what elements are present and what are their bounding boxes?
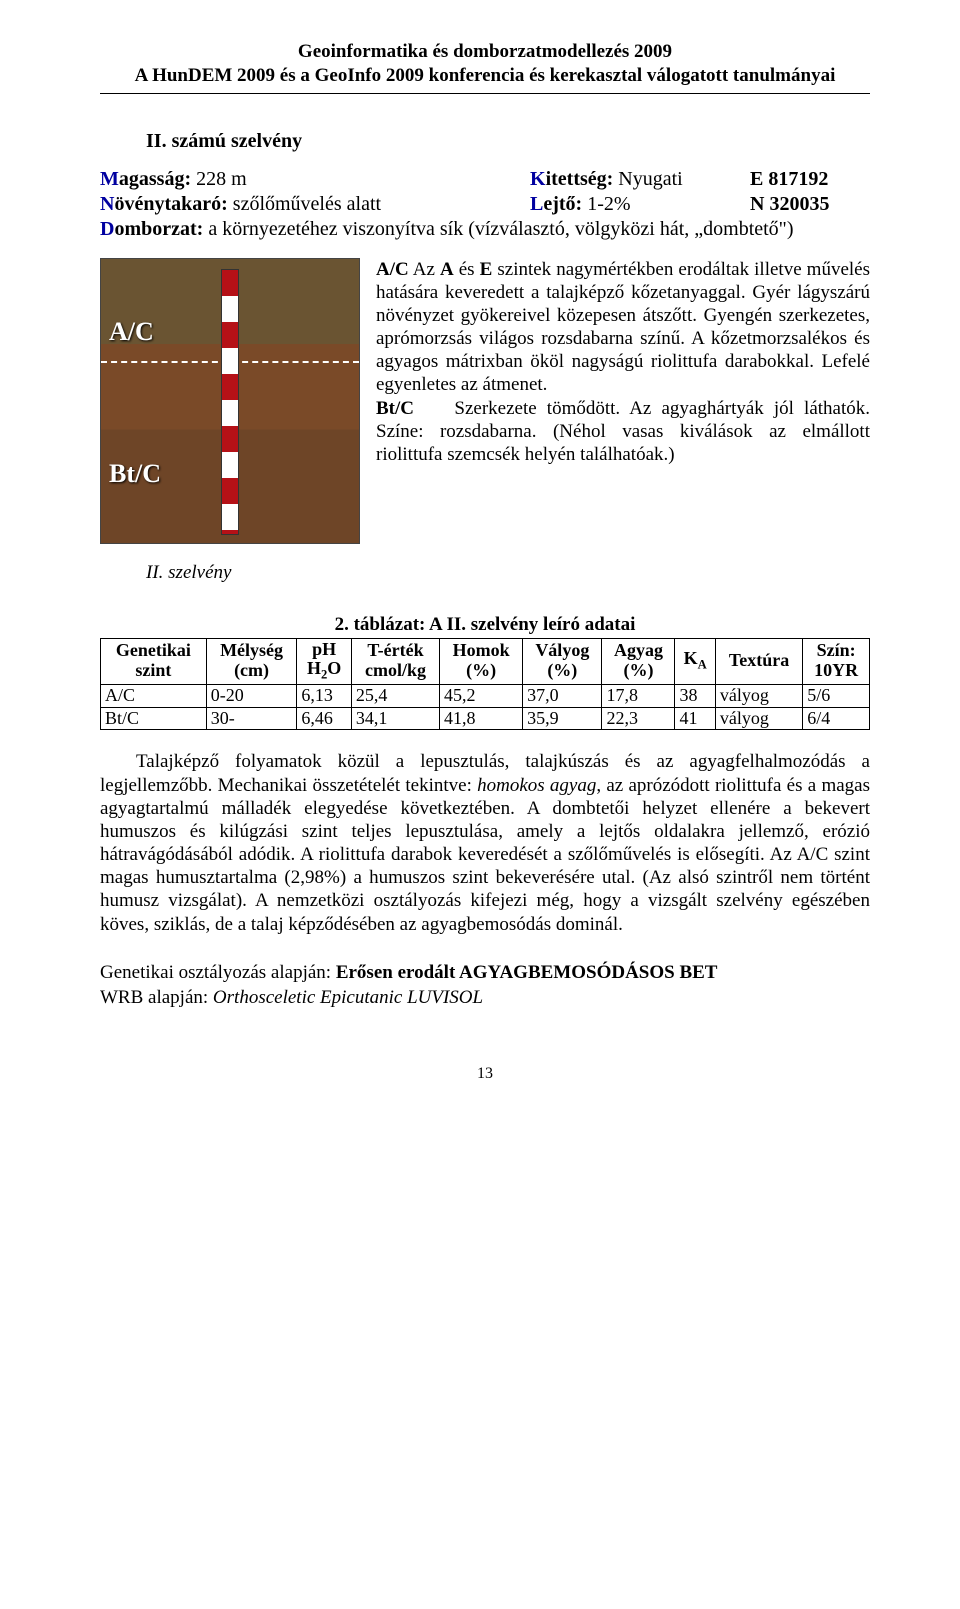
param-row-2: Növénytakaró: szőlőművelés alatt Lejtő: … <box>100 192 870 217</box>
table-caption: 2. táblázat: A II. szelvény leíró adatai <box>100 614 870 636</box>
body-paragraph: Talajképző folyamatok közül a lepusztulá… <box>100 750 870 935</box>
cell: 25,4 <box>351 684 439 707</box>
th-szin-l2: 10YR <box>814 660 858 680</box>
gen-value: Erősen erodált AGYAGBEMOSÓDÁSOS BET <box>336 962 718 983</box>
th-agyag: Agyag(%) <box>602 638 675 684</box>
th-tertek: T-értékcmol/kg <box>351 638 439 684</box>
th-homok-l2: (%) <box>466 660 496 680</box>
cell: 6/4 <box>803 707 870 730</box>
wrb-prefix: WRB alapján: <box>100 987 213 1008</box>
th-szin-l1: Szín: <box>817 640 856 660</box>
param-row-1: Magasság: 228 m Kitettség: Nyugati E 817… <box>100 167 870 192</box>
cell: 35,9 <box>523 707 602 730</box>
cell: 41,8 <box>440 707 523 730</box>
th-ph-l2: H2O <box>307 658 341 678</box>
th-valyog-l2: (%) <box>547 660 577 680</box>
lejto-val: 1-2% <box>582 193 630 215</box>
page-number: 13 <box>100 1065 870 1083</box>
soil-photo-container: A/C Bt/C <box>100 258 360 544</box>
table-header-row: Genetikaiszint Mélység(cm) pHH2O T-érték… <box>101 638 870 684</box>
noveny-val: szőlőművelés alatt <box>228 193 381 215</box>
photo-label-btc: Bt/C <box>109 459 161 489</box>
body-p1b: , az aprózódott riolittufa és a magas ag… <box>100 775 870 935</box>
magassag-val: 228 m <box>191 168 247 190</box>
desc-e-letter: E <box>480 259 493 280</box>
th-genetikai-l2: szint <box>135 660 171 680</box>
th-valyog: Vályog(%) <box>523 638 602 684</box>
cell: 45,2 <box>440 684 523 707</box>
table-row: A/C 0-20 6,13 25,4 45,2 37,0 17,8 38 vál… <box>101 684 870 707</box>
n-code: N 320035 <box>750 193 829 215</box>
cell: 17,8 <box>602 684 675 707</box>
data-table: Genetikaiszint Mélység(cm) pHH2O T-érték… <box>100 638 870 731</box>
th-homok: Homok(%) <box>440 638 523 684</box>
lejto-key: Lejtő: <box>530 193 582 215</box>
table-row: Bt/C 30- 6,46 34,1 41,8 35,9 22,3 41 vál… <box>101 707 870 730</box>
soil-photo: A/C Bt/C <box>100 258 360 544</box>
cell: vályog <box>715 684 802 707</box>
desc-ac-mid: és <box>454 259 480 280</box>
magassag-key: Magasság: <box>100 168 191 190</box>
cell: 5/6 <box>803 684 870 707</box>
th-genetikai-l1: Genetikai <box>116 640 191 660</box>
body-p1-italic: homokos agyag <box>477 775 596 796</box>
th-melyseg-l2: (cm) <box>234 660 269 680</box>
site-row: A/C Bt/C A/C Az A és E szintek nagymérté… <box>100 258 870 544</box>
header-line1: Geoinformatika és domborzatmodellezés 20… <box>100 40 870 64</box>
desc-a-letter: A <box>440 259 454 280</box>
header-line2: A HunDEM 2009 és a GeoInfo 2009 konferen… <box>100 64 870 88</box>
th-melyseg: Mélység(cm) <box>206 638 297 684</box>
th-tertek-l2: cmol/kg <box>365 660 426 680</box>
th-agyag-l2: (%) <box>623 660 653 680</box>
kitettseg-key: Kitettség: <box>530 168 613 190</box>
page: Geoinformatika és domborzatmodellezés 20… <box>0 0 960 1123</box>
measuring-pole <box>221 269 239 535</box>
wrb-value: Orthosceletic Epicutanic LUVISOL <box>213 987 483 1008</box>
e-code: E 817192 <box>750 168 828 190</box>
cell: 22,3 <box>602 707 675 730</box>
cell: Bt/C <box>101 707 207 730</box>
header-rule <box>100 93 870 94</box>
th-ka: KA <box>675 638 715 684</box>
cell: 6,13 <box>297 684 352 707</box>
running-header: Geoinformatika és domborzatmodellezés 20… <box>100 40 870 88</box>
cell: 41 <box>675 707 715 730</box>
kitettseg-val: Nyugati <box>613 168 682 190</box>
classification-wrb: WRB alapján: Orthosceletic Epicutanic LU… <box>100 985 870 1011</box>
domborzat-val: a környezetéhez viszonyítva sík (vízvála… <box>203 218 793 240</box>
th-ph: pHH2O <box>297 638 352 684</box>
th-melyseg-l1: Mélység <box>220 640 283 660</box>
domborzat-key: Domborzat: <box>100 218 203 240</box>
cell: 0-20 <box>206 684 297 707</box>
photo-label-ac: A/C <box>109 317 154 347</box>
site-parameters: Magasság: 228 m Kitettség: Nyugati E 817… <box>100 167 870 242</box>
th-agyag-l1: Agyag <box>614 640 663 660</box>
cell: 37,0 <box>523 684 602 707</box>
th-valyog-l1: Vályog <box>535 640 589 660</box>
cell: A/C <box>101 684 207 707</box>
section-title: II. számú szelvény <box>146 130 870 153</box>
noveny-key: Növénytakaró: <box>100 193 228 215</box>
cell: 34,1 <box>351 707 439 730</box>
desc-ac-label: A/C <box>376 259 409 280</box>
th-tertek-l1: T-érték <box>367 640 423 660</box>
soil-description: A/C Az A és E szintek nagymértékben erod… <box>376 258 870 467</box>
param-row-3: Domborzat: a környezetéhez viszonyítva s… <box>100 217 870 242</box>
th-genetikai: Genetikaiszint <box>101 638 207 684</box>
gen-prefix: Genetikai osztályozás alapján: <box>100 962 336 983</box>
figure-caption: II. szelvény <box>146 562 870 584</box>
cell: 38 <box>675 684 715 707</box>
classification-genetic: Genetikai osztályozás alapján: Erősen er… <box>100 960 870 986</box>
desc-btc-label: Bt/C <box>376 398 414 419</box>
desc-ac-text1: Az <box>409 259 440 280</box>
cell: 6,46 <box>297 707 352 730</box>
th-textura: Textúra <box>715 638 802 684</box>
desc-btc-text: Szerkezete tömődött. Az agyaghártyák jól… <box>376 398 870 465</box>
cell: 30- <box>206 707 297 730</box>
th-homok-l1: Homok <box>453 640 510 660</box>
th-ph-l1: pH <box>312 639 336 659</box>
cell: vályog <box>715 707 802 730</box>
th-szin: Szín:10YR <box>803 638 870 684</box>
